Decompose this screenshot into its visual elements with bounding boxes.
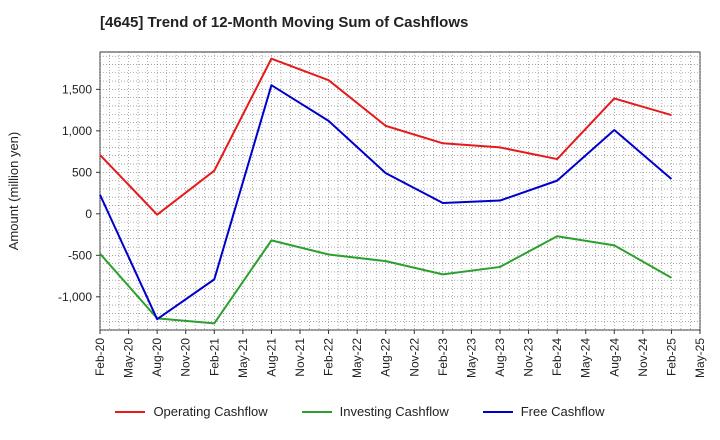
legend-swatch: [115, 410, 146, 413]
x-tick-label: Feb-20: [93, 338, 107, 376]
x-tick-label: Feb-24: [550, 338, 564, 376]
legend-swatch: [482, 410, 513, 413]
y-tick-label: -1,000: [58, 290, 92, 304]
y-axis-label: Amount (million yen): [6, 132, 21, 251]
x-tick-label: Aug-21: [264, 338, 278, 377]
x-tick-label: Aug-23: [493, 338, 507, 377]
legend: Operating Cashflow Investing Cashflow Free…: [0, 404, 720, 419]
x-tick-label: Feb-23: [436, 338, 450, 376]
x-tick-label: Feb-21: [207, 338, 221, 376]
legend-item: Investing Cashflow: [301, 404, 449, 419]
x-tick-label: May-22: [350, 338, 364, 378]
x-tick-label: Nov-23: [522, 338, 536, 377]
y-tick-label: 500: [72, 165, 92, 179]
x-tick-label: Aug-22: [379, 338, 393, 377]
y-tick-label: 1,000: [62, 124, 92, 138]
x-tick-label: Feb-25: [664, 338, 678, 376]
x-tick-label: Nov-20: [179, 338, 193, 377]
x-tick-label: May-24: [579, 338, 593, 378]
legend-label: Investing Cashflow: [339, 404, 449, 419]
x-tick-label: Feb-22: [322, 338, 336, 376]
series-line-operating-cashflow: [99, 57, 672, 216]
y-tick-label: -500: [68, 248, 92, 262]
chart-title: [4645] Trend of 12-Month Moving Sum of C…: [100, 14, 469, 31]
x-tick-label: May-21: [236, 338, 250, 378]
legend-item: Operating Cashflow: [115, 404, 268, 419]
x-tick-label: May-25: [693, 338, 707, 378]
x-tick-label: Nov-22: [407, 338, 421, 377]
series-line-investing-cashflow: [99, 235, 672, 325]
x-tick-label: May-23: [464, 338, 478, 378]
x-tick-label: Aug-20: [150, 338, 164, 377]
x-tick-label: May-20: [122, 338, 136, 378]
x-tick-label: Aug-24: [607, 338, 621, 377]
legend-swatch: [301, 410, 332, 413]
x-tick-label: Nov-24: [636, 338, 650, 377]
series-line-free-cashflow: [99, 84, 673, 321]
legend-item: Free Cashflow: [482, 404, 605, 419]
y-tick-label: 1,500: [62, 82, 92, 96]
x-tick-label: Nov-21: [293, 338, 307, 377]
legend-label: Free Cashflow: [520, 404, 605, 419]
legend-label: Operating Cashflow: [153, 404, 268, 419]
y-tick-label: 0: [85, 207, 92, 221]
